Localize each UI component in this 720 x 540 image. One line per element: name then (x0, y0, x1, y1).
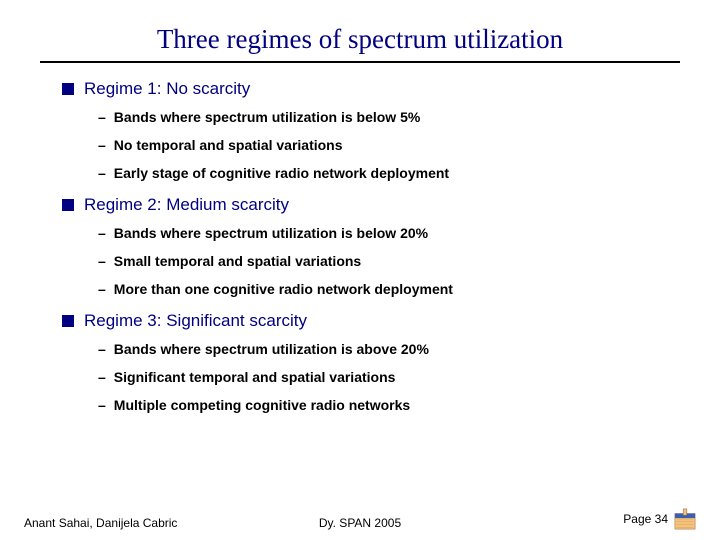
bwrc-logo-icon (674, 508, 696, 530)
list-item: –Multiple competing cognitive radio netw… (98, 397, 680, 413)
regime-1-point-3: Early stage of cognitive radio network d… (114, 165, 449, 181)
regime-1-heading: Regime 1: No scarcity (84, 79, 250, 99)
footer-venue: Dy. SPAN 2005 (319, 516, 401, 530)
regime-3-point-3: Multiple competing cognitive radio netwo… (114, 397, 410, 413)
title-rule (40, 61, 680, 63)
regime-2-heading: Regime 2: Medium scarcity (84, 195, 289, 215)
list-item: –Bands where spectrum utilization is abo… (98, 341, 680, 357)
list-item: –Bands where spectrum utilization is bel… (98, 225, 680, 241)
dash-icon: – (98, 281, 106, 297)
dash-icon: – (98, 369, 106, 385)
dash-icon: – (98, 397, 106, 413)
regime-1: Regime 1: No scarcity –Bands where spect… (62, 79, 680, 181)
dash-icon: – (98, 165, 106, 181)
square-bullet-icon (62, 315, 74, 327)
slide-title: Three regimes of spectrum utilization (40, 24, 680, 55)
dash-icon: – (98, 137, 106, 153)
content-area: Regime 1: No scarcity –Bands where spect… (40, 79, 680, 413)
square-bullet-icon (62, 199, 74, 211)
dash-icon: – (98, 253, 106, 269)
list-item: –Small temporal and spatial variations (98, 253, 680, 269)
regime-1-point-1: Bands where spectrum utilization is belo… (114, 109, 421, 125)
regime-2-point-1: Bands where spectrum utilization is belo… (114, 225, 428, 241)
list-item: –Significant temporal and spatial variat… (98, 369, 680, 385)
footer-authors: Anant Sahai, Danijela Cabric (24, 516, 177, 530)
dash-icon: – (98, 225, 106, 241)
dash-icon: – (98, 341, 106, 357)
square-bullet-icon (62, 83, 74, 95)
dash-icon: – (98, 109, 106, 125)
regime-1-point-2: No temporal and spatial variations (114, 137, 343, 153)
regime-3-point-2: Significant temporal and spatial variati… (114, 369, 396, 385)
slide-footer: Anant Sahai, Danijela Cabric Dy. SPAN 20… (0, 508, 720, 530)
list-item: –More than one cognitive radio network d… (98, 281, 680, 297)
regime-2-point-2: Small temporal and spatial variations (114, 253, 361, 269)
list-item: –Early stage of cognitive radio network … (98, 165, 680, 181)
regime-3: Regime 3: Significant scarcity –Bands wh… (62, 311, 680, 413)
regime-3-point-1: Bands where spectrum utilization is abov… (114, 341, 429, 357)
regime-3-heading: Regime 3: Significant scarcity (84, 311, 307, 331)
list-item: –Bands where spectrum utilization is bel… (98, 109, 680, 125)
footer-page: Page 34 (623, 512, 668, 526)
regime-2-point-3: More than one cognitive radio network de… (114, 281, 453, 297)
regime-2: Regime 2: Medium scarcity –Bands where s… (62, 195, 680, 297)
list-item: –No temporal and spatial variations (98, 137, 680, 153)
